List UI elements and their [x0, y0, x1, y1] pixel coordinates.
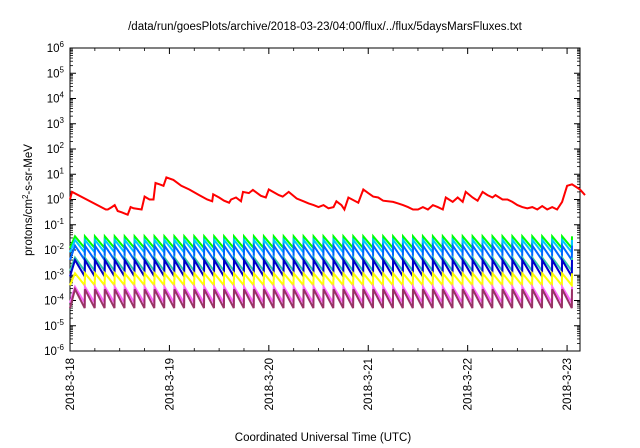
y-tick-label: 103 — [47, 116, 65, 131]
y-tick-label: 10-1 — [44, 217, 64, 232]
y-axis-label: protons/cm2-s-sr-MeV — [21, 144, 35, 256]
flux-series-line-6 — [69, 270, 573, 289]
x-axis-ticks: 2018-3-18 2018-3-19 2018-3-20 2018-3-21 2018… — [65, 48, 574, 410]
y-tick-label: 105 — [47, 65, 65, 80]
x-tick-label: 2018-3-22 — [463, 358, 475, 410]
y-tick-label: 10-4 — [44, 293, 64, 308]
y-tick-label: 101 — [47, 166, 65, 181]
x-tick-label: 2018-3-23 — [562, 358, 574, 410]
y-tick-label: 106 — [47, 40, 65, 55]
flux-series-line-8 — [69, 286, 573, 309]
y-tick-label: 10-6 — [44, 343, 64, 358]
y-tick-label: 10-2 — [44, 242, 64, 257]
y-tick-label: 10-5 — [44, 318, 64, 333]
x-tick-label: 2018-3-18 — [65, 358, 77, 410]
x-tick-label: 2018-3-20 — [264, 358, 276, 410]
red-flux-series-line — [69, 176, 586, 217]
y-tick-label: 10-3 — [44, 267, 64, 282]
series-group — [69, 176, 586, 309]
y-tick-label: 104 — [47, 91, 65, 106]
x-tick-label: 2018-3-19 — [164, 358, 176, 410]
y-axis-ticks: 106 105 104 103 102 101 100 10-1 10-2 10-3 10-4 10-… — [44, 40, 580, 358]
x-axis-label: Coordinated Universal Time (UTC) — [235, 432, 412, 444]
x-tick-label: 2018-3-21 — [363, 358, 375, 410]
y-tick-label: 102 — [47, 141, 65, 156]
y-tick-label: 100 — [47, 192, 65, 207]
chart-title: /data/run/goesPlots/archive/2018-03-23/0… — [128, 21, 523, 33]
